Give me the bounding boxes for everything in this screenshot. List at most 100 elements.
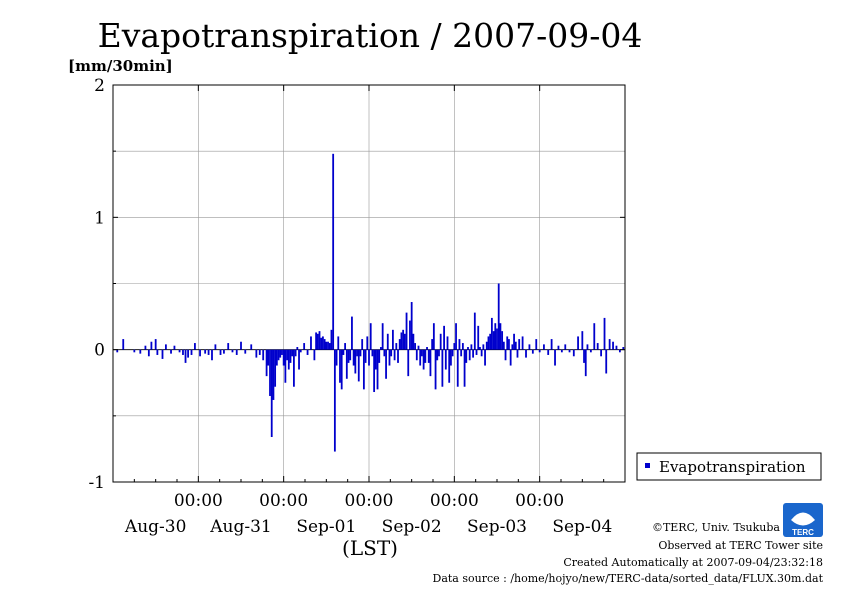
bar-5 [147, 349, 150, 357]
bar-104 [390, 349, 393, 357]
bar-134 [441, 349, 444, 387]
bar-87 [361, 339, 364, 350]
bar-168 [499, 323, 502, 350]
y-tick-label-1: 1 [94, 208, 105, 228]
bar-13 [178, 349, 181, 353]
bar-31 [250, 344, 253, 350]
bar-74 [339, 349, 341, 383]
bar-43 [279, 349, 282, 358]
bar-132 [438, 349, 440, 357]
bar-62 [318, 331, 321, 350]
bar-133 [439, 333, 442, 350]
bar-46 [284, 349, 287, 383]
bar-210 [622, 347, 625, 350]
bar-143 [456, 349, 459, 387]
bar-52 [294, 349, 297, 357]
chart-title: Evapotranspiration / 2007-09-04 [98, 16, 643, 55]
bar-199 [586, 344, 589, 350]
bar-53 [296, 347, 299, 350]
bar-63 [320, 337, 323, 350]
bar-167 [497, 283, 500, 350]
bar-135 [443, 325, 445, 350]
bar-107 [395, 343, 398, 350]
bar-73 [337, 336, 340, 350]
bar-84 [356, 349, 358, 357]
x-axis-ticks: 00:00 00:00 00:00 00:00 00:00 Aug-30 Aug-31 Sep… [124, 85, 612, 537]
bar-86 [359, 349, 362, 357]
bar-160 [485, 341, 488, 350]
bar-181 [525, 349, 527, 358]
bar-8 [156, 349, 159, 355]
bar-32 [255, 349, 258, 358]
x-tick-label-2: 00:00 [345, 491, 394, 511]
bar-201 [593, 323, 596, 350]
bar-6 [150, 341, 153, 350]
bar-48 [287, 349, 290, 370]
bar-99 [381, 323, 384, 350]
bar-155 [477, 325, 480, 350]
bar-178 [516, 349, 519, 358]
bar-9 [161, 349, 164, 359]
y-axis-unit: [mm/30min] [68, 57, 173, 75]
bar-65 [323, 339, 326, 350]
bar-197 [583, 349, 585, 363]
bar-115 [409, 320, 411, 350]
day-label-3: Sep-02 [382, 517, 442, 537]
bar-75 [340, 349, 343, 390]
bar-100 [383, 349, 386, 357]
bar-147 [463, 349, 466, 387]
bar-17 [190, 349, 193, 355]
bar-24 [219, 349, 222, 355]
bar-72 [335, 349, 338, 366]
source-text: Data source : /home/hojyo/new/TERC-data/… [433, 572, 824, 585]
legend-swatch [645, 463, 650, 468]
bar-117 [412, 333, 415, 350]
bar-179 [518, 339, 521, 350]
bar-69 [330, 329, 333, 350]
bar-45 [282, 349, 285, 366]
logo-text: TERC [792, 528, 814, 537]
bar-22 [211, 349, 213, 361]
x-axis-label: (LST) [342, 536, 398, 560]
bar-11 [170, 349, 172, 354]
bar-42 [277, 349, 280, 361]
bar-182 [528, 344, 531, 350]
bar-85 [357, 349, 360, 382]
bar-70 [332, 153, 335, 350]
bar-119 [415, 349, 418, 361]
grid [113, 85, 625, 482]
bar-80 [349, 349, 352, 361]
bar-64 [322, 336, 324, 350]
bar-144 [458, 339, 461, 350]
bar-123 [422, 349, 425, 370]
bar-196 [581, 331, 584, 350]
bar-66 [325, 341, 328, 350]
bar-35 [265, 349, 268, 377]
bar-173 [508, 339, 510, 350]
bar-110 [400, 332, 403, 350]
bar-154 [475, 349, 478, 355]
bar-177 [514, 341, 517, 350]
bar-184 [535, 339, 538, 350]
bar-50 [291, 349, 294, 357]
bar-187 [547, 349, 550, 355]
observed-text: Observed at TERC Tower site [658, 539, 823, 552]
bar-61 [316, 333, 319, 350]
bar-16 [187, 349, 189, 358]
y-tick-label-0: 2 [94, 76, 105, 96]
bar-118 [414, 343, 416, 350]
bar-172 [506, 336, 509, 350]
footer: ©TERC, Univ. Tsukuba Observed at TERC To… [433, 521, 824, 585]
legend-box [636, 452, 822, 481]
bar-125 [426, 347, 428, 350]
bar-189 [554, 349, 556, 366]
bar-129 [432, 323, 435, 350]
bar-194 [572, 349, 575, 357]
bar-56 [303, 343, 306, 350]
bar-19 [199, 349, 201, 357]
bar-49 [289, 349, 292, 363]
bar-96 [376, 349, 379, 390]
bar-26 [227, 343, 230, 350]
bar-163 [490, 317, 493, 350]
bar-78 [345, 349, 348, 379]
